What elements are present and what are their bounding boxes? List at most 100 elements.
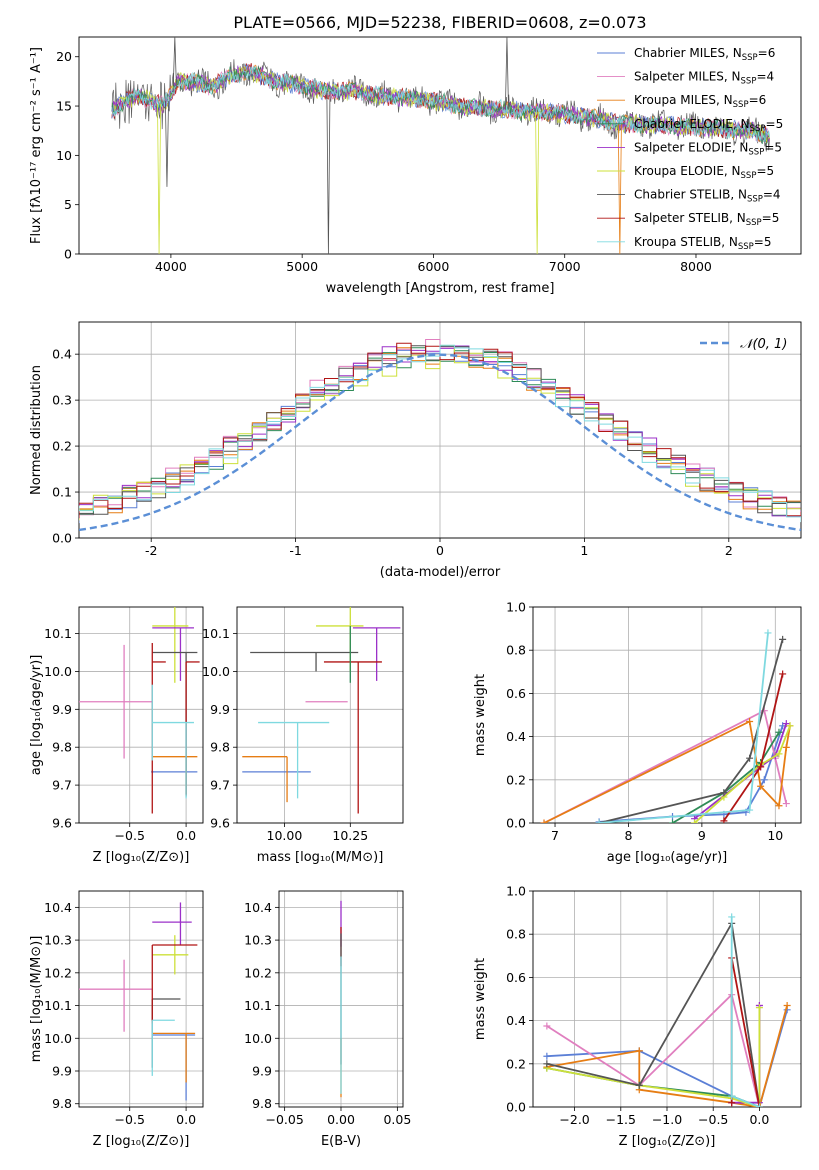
x-tick-label: 4000 (155, 259, 187, 274)
x-axis-label: (data-model)/error (380, 565, 501, 580)
x-axis-label: age [log₁₀(age/yr)] (607, 850, 728, 865)
y-tick-label: 9.7 (210, 778, 230, 793)
x-tick-label: −0.5 (115, 828, 145, 843)
weight-marker (746, 806, 754, 814)
y-axis-label: Normed distribution (29, 365, 44, 495)
weight-vs-age-axes: 7 8 9 10 0.0 0.2 0.4 0.6 0.8 1.0 age [log₁₀(age/yr… (473, 600, 802, 865)
y-tick-label: 0.6 (506, 686, 526, 701)
y-axis-label: mass [log₁₀(M/M⊙)] (29, 936, 44, 1063)
y-tick-label: 9.9 (210, 702, 230, 717)
y-tick-label: 9.6 (210, 816, 230, 831)
errorbar-point (152, 721, 194, 799)
weight-line (598, 639, 784, 823)
age-vs-Z-frame (78, 606, 204, 824)
y-tick-label: 5 (64, 197, 72, 212)
errorbar-point (352, 627, 401, 681)
x-tick-label: 0 (436, 543, 444, 558)
mass-vs-Z-frame (78, 890, 204, 1108)
weight-marker (760, 776, 768, 784)
y-tick-label: 10.0 (44, 1031, 72, 1046)
y-tick-label: 10.2 (44, 965, 72, 980)
weight-marker (775, 750, 783, 758)
residuals-axes: -2 -1 0 1 2 0.0 0.1 0.2 0.3 0.4 (data-model)/error… (29, 321, 802, 580)
age-vs-mass-frame (236, 606, 404, 824)
y-tick-label: 10.0 (202, 664, 230, 679)
histograms (79, 339, 801, 532)
weight-marker (786, 722, 794, 730)
x-tick-label: 10.25 (332, 828, 368, 843)
y-tick-label: 0.4 (506, 729, 526, 744)
legend-entry: Kroupa STELIB, NSSP=5 (634, 235, 772, 252)
y-tick-label: 0.4 (52, 347, 72, 362)
weight-marker (764, 629, 772, 637)
spectrum-line (111, 66, 770, 142)
y-tick-label: 9.9 (52, 1064, 72, 1079)
weight-marker (782, 720, 790, 728)
x-axis-label: Z [log₁₀(Z/Z⊙)] (619, 1134, 716, 1149)
x-tick-label: 6000 (418, 259, 450, 274)
mass-vs-Z-axes: −0.5 0.0 9.8 9.9 10.0 10.1 10.2 10.3 10.4 Z [log₁… (29, 890, 204, 1149)
y-tick-label: 9.9 (252, 1064, 272, 1079)
x-axis-label: E(B-V) (321, 1134, 361, 1149)
x-tick-label: 0.00 (327, 1112, 355, 1127)
errorbar-point (185, 661, 200, 795)
age-vs-Z-points (79, 607, 200, 814)
y-tick-label: 9.8 (52, 1096, 72, 1111)
x-tick-label: 2 (725, 543, 733, 558)
age-vs-Z-axes: −0.5 0.0 9.6 9.7 9.8 9.9 10.0 10.1 Z [log₁₀(Z/Z⊙… (29, 606, 204, 865)
weight-marker (779, 670, 787, 678)
x-tick-label: 10 (767, 828, 783, 843)
spectral-feature (504, 37, 509, 110)
weight-marker (782, 743, 790, 751)
y-tick-label: 0 (64, 247, 72, 262)
mass-vs-ebv-frame (278, 890, 404, 1108)
normal-curve (79, 353, 801, 532)
y-tick-label: 1.0 (506, 600, 526, 615)
y-tick-label: 10.2 (244, 965, 272, 980)
legend-entry: Chabrier STELIB, NSSP=4 (634, 188, 781, 205)
weight-marker (779, 635, 787, 643)
spectral-feature (164, 101, 169, 187)
spectrum-legend: Chabrier MILES, NSSP=6 Salpeter MILES, NS… (597, 46, 783, 252)
x-tick-label: −0.5 (115, 1112, 145, 1127)
y-tick-label: 0.3 (52, 393, 72, 408)
spectrum-axes: 4000 5000 6000 7000 8000 0 5 10 15 20 wavelength [… (29, 36, 802, 296)
y-tick-label: 0.0 (52, 531, 72, 546)
y-tick-label: 0.2 (506, 772, 526, 787)
weight-marker (775, 728, 783, 736)
weight-line (546, 993, 761, 1107)
residuals-frame (78, 321, 802, 539)
weight-marker (635, 1047, 643, 1055)
legend-entry: Kroupa ELODIE, NSSP=5 (634, 164, 774, 181)
weight-line (546, 922, 761, 1107)
legend-entry: Salpeter STELIB, NSSP=5 (634, 211, 779, 228)
x-tick-label: −1.0 (652, 1112, 682, 1127)
x-tick-label: 0.0 (749, 1112, 769, 1127)
weight-line (543, 720, 791, 823)
y-tick-label: 9.6 (52, 816, 72, 831)
y-tick-label: 10.4 (244, 900, 272, 915)
weight-marker (543, 1022, 551, 1030)
y-tick-label: 9.8 (252, 1096, 272, 1111)
x-tick-label: 5000 (286, 259, 318, 274)
y-axis-label: mass weight (473, 958, 488, 1040)
errorbar-point (151, 1019, 175, 1076)
x-tick-label: 9 (698, 828, 706, 843)
weight-marker (728, 1099, 736, 1107)
spectrum-lines (111, 37, 770, 254)
y-tick-label: 10.0 (44, 664, 72, 679)
spectrum-line (111, 66, 770, 145)
weight-marker (782, 800, 790, 808)
x-tick-label: −0.5 (698, 1112, 728, 1127)
figure-title: PLATE=0566, MJD=52238, FIBERID=0608, z=0… (233, 13, 646, 32)
weight-line (546, 1005, 788, 1107)
y-tick-label: 0.6 (506, 970, 526, 985)
y-tick-label: 10 (56, 148, 72, 163)
y-axis-label: mass weight (473, 674, 488, 756)
mass-vs-ebv-axes: −0.05 0.00 0.05 9.8 9.9 10.0 10.1 10.2 10.3 10.4 E… (244, 890, 411, 1149)
errorbar-point (79, 644, 153, 759)
x-tick-label: 1 (580, 543, 588, 558)
weight-marker (755, 1004, 763, 1012)
errorbar-point (152, 627, 194, 681)
